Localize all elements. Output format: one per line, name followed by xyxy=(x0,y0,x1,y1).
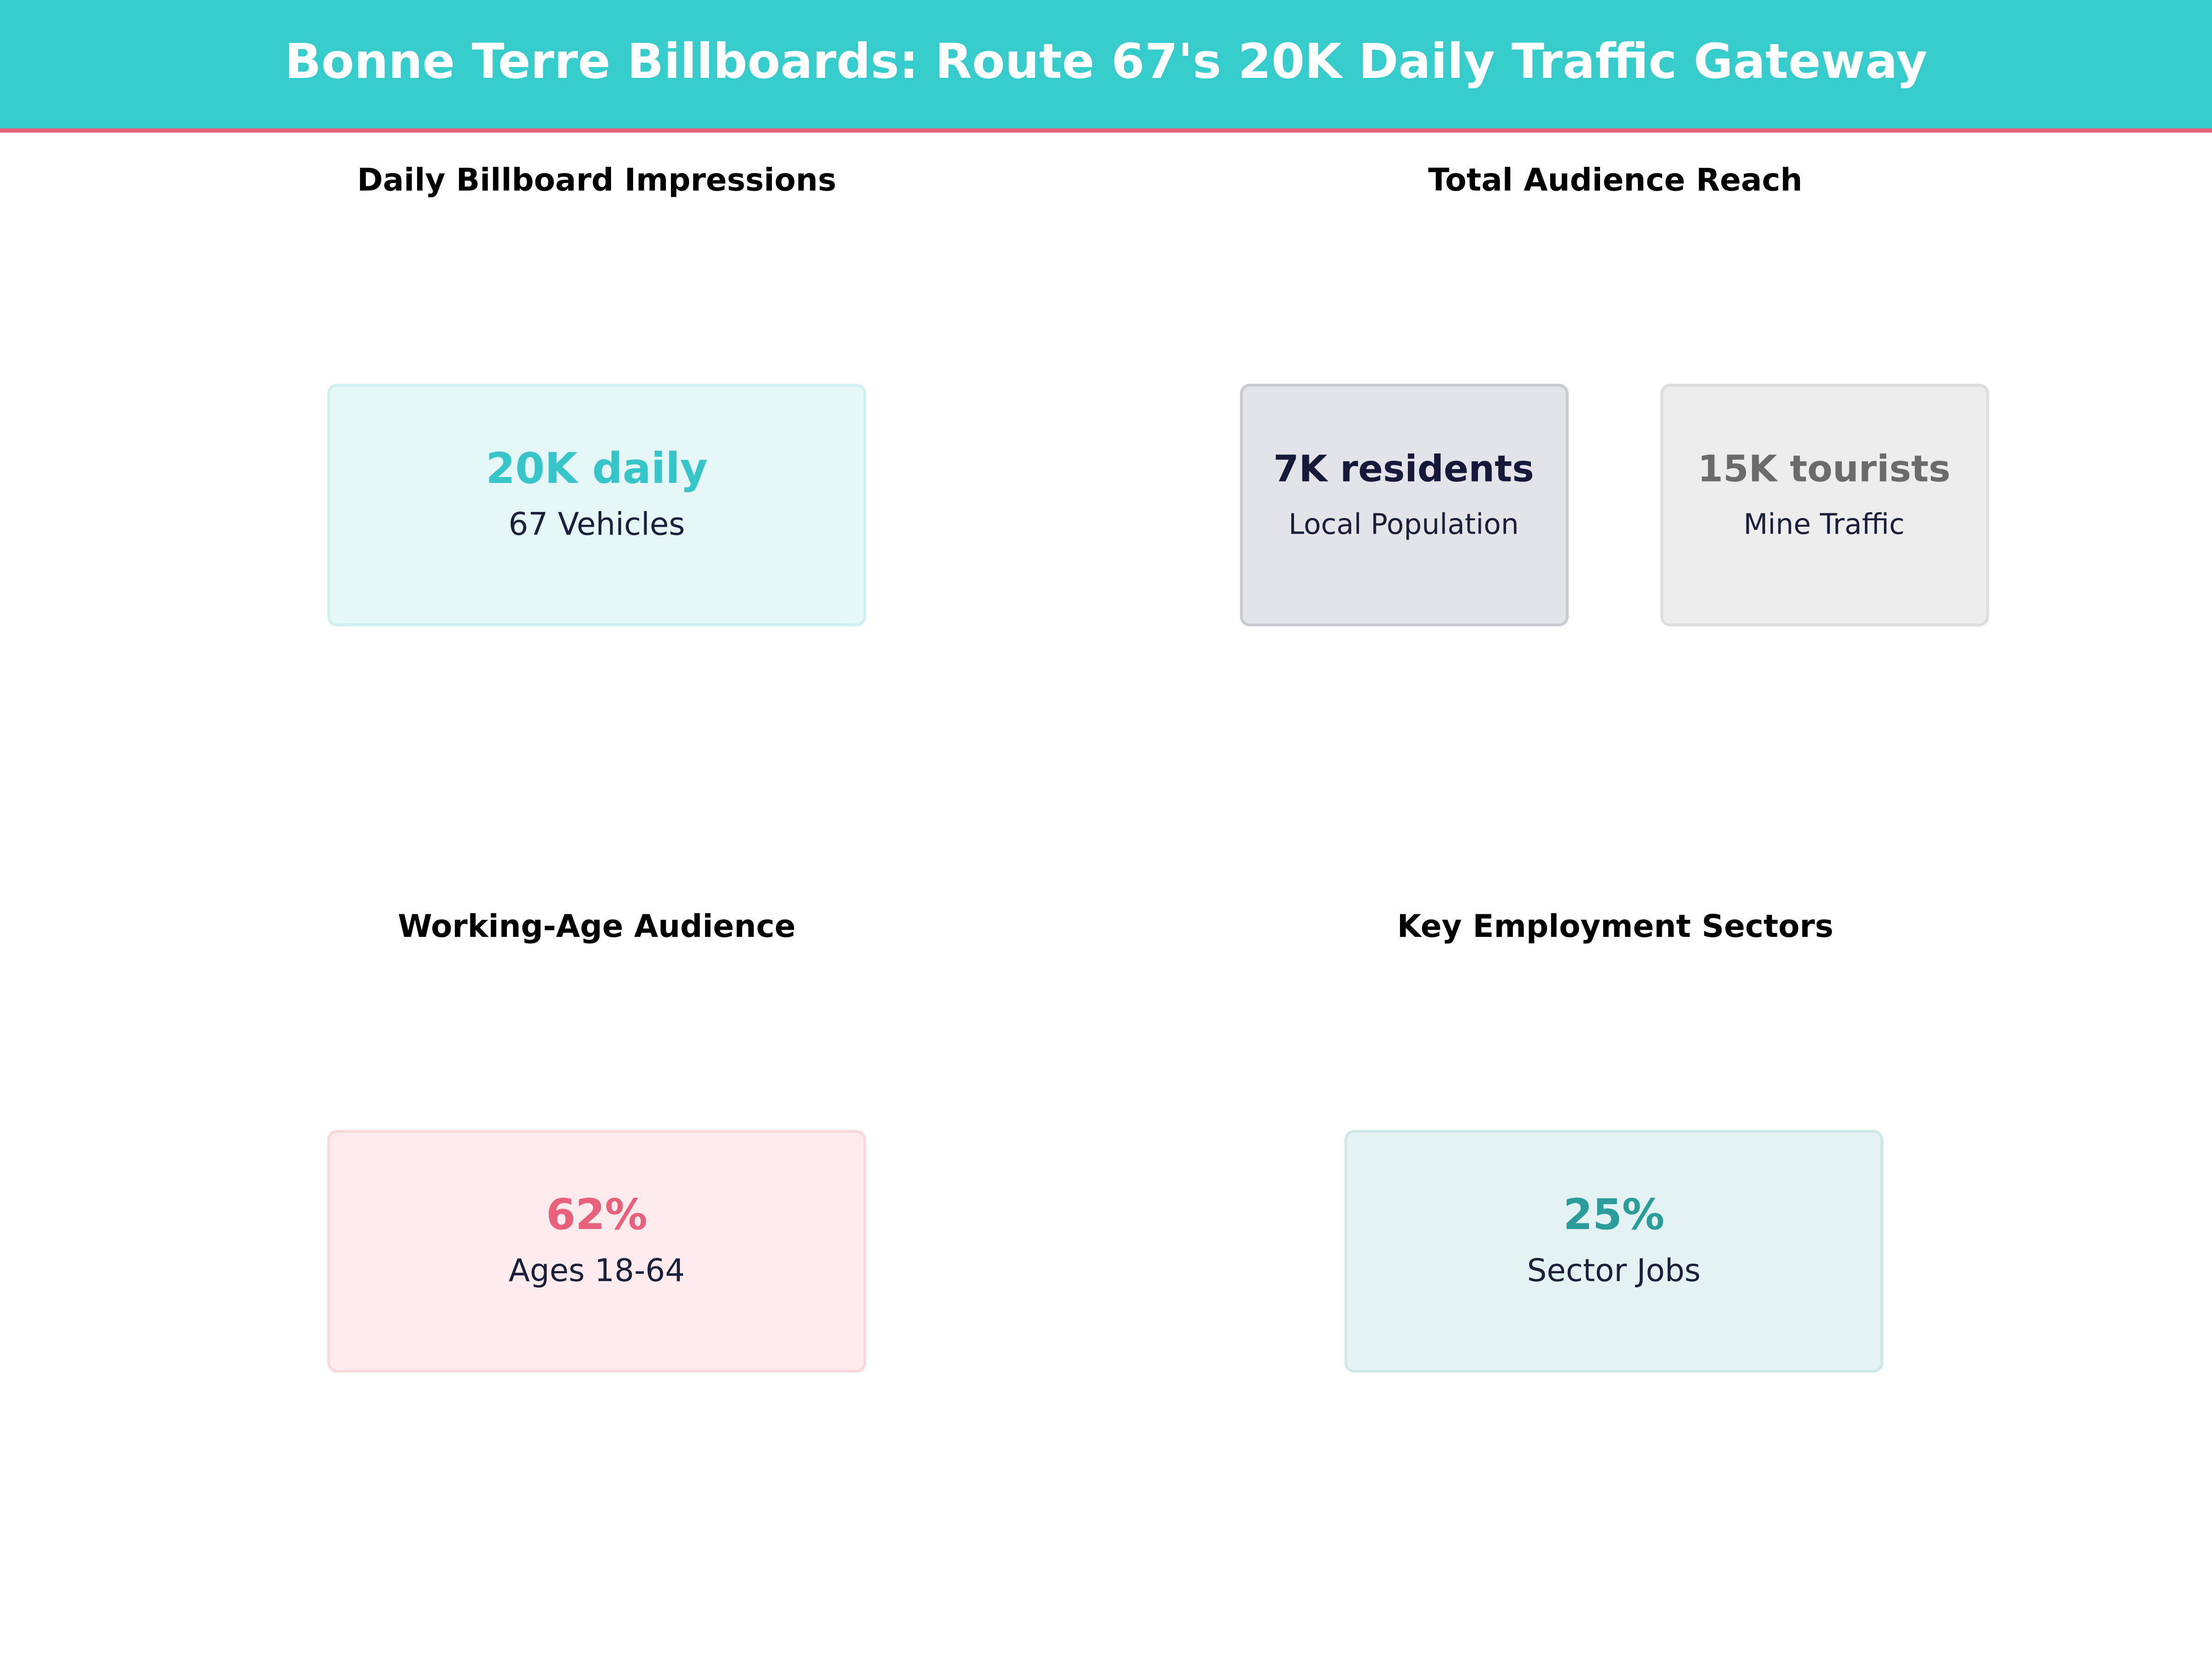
stat-value: 7K residents xyxy=(1273,447,1534,490)
stat-value: 15K tourists xyxy=(1698,447,1951,490)
stat-card xyxy=(1660,383,1989,627)
stat-value: 62% xyxy=(546,1190,647,1239)
stat-label: 67 Vehicles xyxy=(508,506,685,542)
stat-card xyxy=(1344,1130,1883,1373)
header-rule xyxy=(0,128,2212,133)
panel-title: Working-Age Audience xyxy=(398,908,795,944)
stat-card xyxy=(1240,383,1569,627)
stat-label: Sector Jobs xyxy=(1527,1252,1701,1288)
stat-label: Mine Traffic xyxy=(1743,508,1905,541)
stat-card xyxy=(327,1130,866,1373)
stat-value: 20K daily xyxy=(486,444,707,493)
panel-title: Key Employment Sectors xyxy=(1397,908,1834,944)
header-band xyxy=(0,0,2212,130)
stat-label: Ages 18-64 xyxy=(509,1252,685,1288)
panel-title: Daily Billboard Impressions xyxy=(357,161,836,198)
stat-label: Local Population xyxy=(1288,508,1519,541)
panel-title: Total Audience Reach xyxy=(1428,161,1802,198)
stat-value: 25% xyxy=(1563,1190,1665,1239)
page-title: Bonne Terre Billboards: Route 67's 20K D… xyxy=(285,33,1927,89)
stat-card xyxy=(327,383,866,627)
